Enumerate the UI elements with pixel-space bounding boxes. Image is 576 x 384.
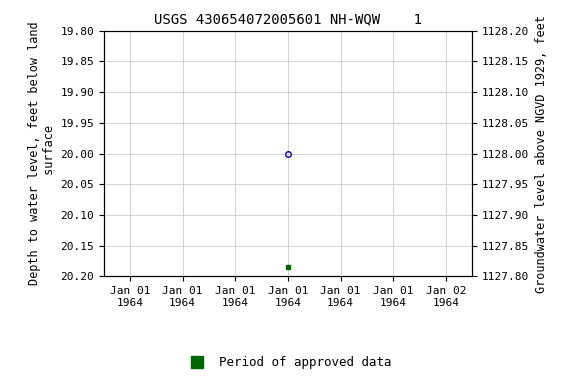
Y-axis label: Depth to water level, feet below land
 surface: Depth to water level, feet below land su…: [28, 22, 56, 285]
Legend: Period of approved data: Period of approved data: [179, 351, 397, 374]
Y-axis label: Groundwater level above NGVD 1929, feet: Groundwater level above NGVD 1929, feet: [535, 15, 548, 293]
Title: USGS 430654072005601 NH-WQW    1: USGS 430654072005601 NH-WQW 1: [154, 13, 422, 27]
